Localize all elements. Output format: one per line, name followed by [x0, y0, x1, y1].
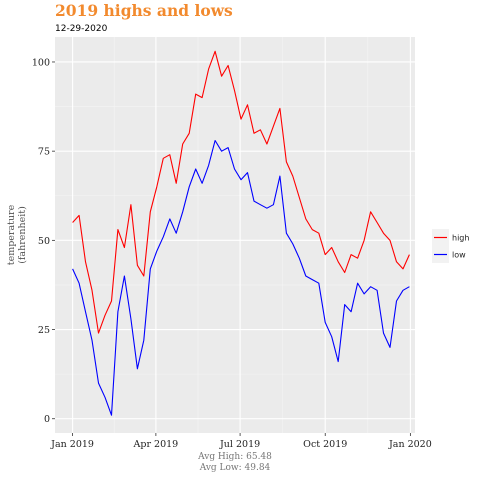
- y-axis-label: temperature(fahrenheit): [6, 204, 28, 265]
- plot-panel: [55, 37, 415, 433]
- minor-gridlines: [55, 37, 415, 433]
- avg-low-caption: Avg Low: 49.84: [199, 463, 271, 473]
- x-tick-label: Jul 2019: [219, 439, 260, 450]
- y-tick-label: 75: [38, 147, 50, 158]
- avg-high-caption: Avg High: 65.48: [198, 452, 272, 462]
- y-tick-label: 100: [32, 57, 50, 68]
- chart-title: 2019 highs and lows: [55, 1, 233, 20]
- major-gridlines: [55, 37, 415, 433]
- y-tick-label: 0: [44, 414, 50, 425]
- legend-label-high: high: [452, 234, 469, 243]
- legend: high low: [432, 229, 469, 263]
- x-tick-label: Apr 2019: [133, 439, 179, 450]
- y-axis-label-line: temperature: [6, 204, 17, 265]
- x-axis: Jan 2019 Apr 2019 Jul 2019 Oct 2019 Jan 2020: [50, 433, 432, 450]
- x-tick-label: Jan 2019: [50, 439, 94, 450]
- chart-subtitle: 12-29-2020: [55, 24, 108, 34]
- x-tick-label: Jan 2020: [388, 439, 432, 450]
- series-line-low: [72, 139, 410, 416]
- y-axis: 0 25 50 75 100: [32, 57, 55, 425]
- y-axis-label-line: (fahrenheit): [17, 206, 28, 264]
- series-line-high: [72, 50, 410, 334]
- x-tick-label: Oct 2019: [303, 439, 347, 450]
- y-tick-label: 50: [38, 236, 50, 247]
- y-tick-label: 25: [38, 325, 50, 336]
- series-layer: [72, 50, 410, 416]
- legend-label-low: low: [452, 251, 466, 260]
